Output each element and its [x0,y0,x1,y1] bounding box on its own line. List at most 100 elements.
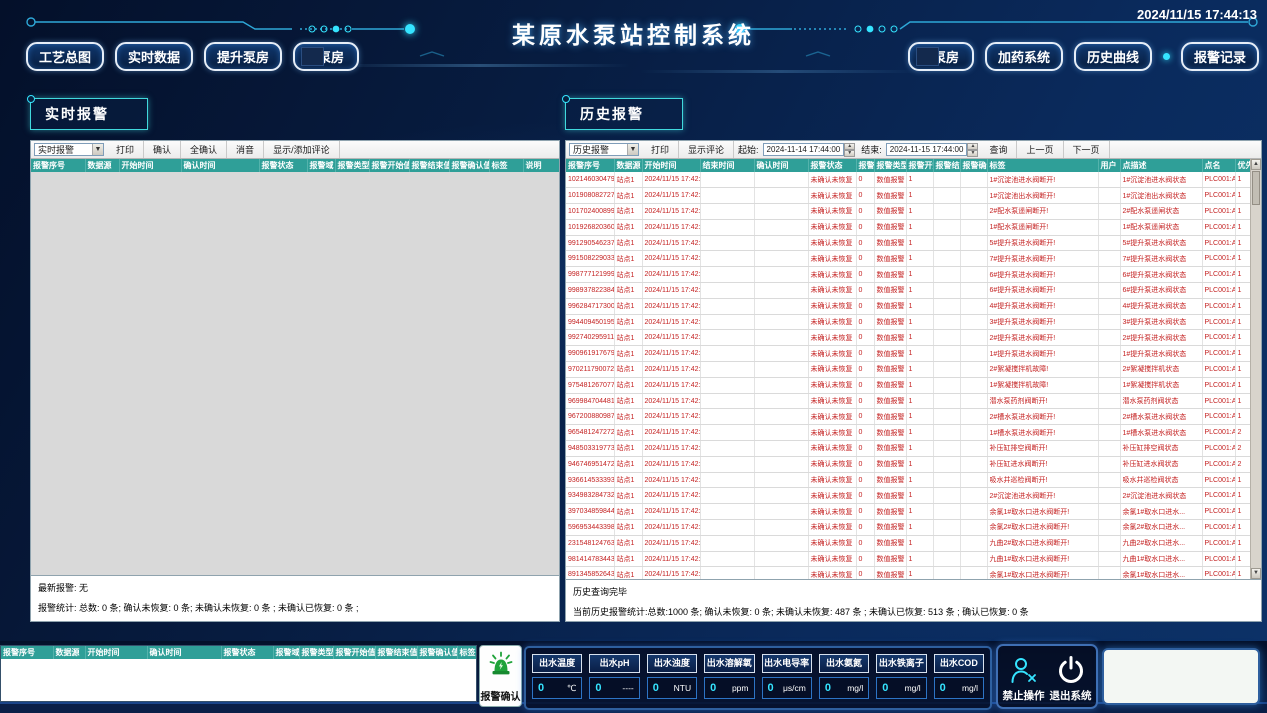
col-header[interactable]: 报警域 [307,159,336,172]
exit-system-button[interactable]: 退出系统 [1050,655,1092,703]
disable-operation-button[interactable]: 禁止操作 [1003,655,1045,703]
tab-history-alarm[interactable]: 历史报警 [562,95,683,130]
col-header[interactable]: 确认时间 [754,159,809,172]
col-header[interactable]: 报警状态 [808,159,857,172]
col-header[interactable]: 报警类型 [335,159,370,172]
nav-button-history-curve[interactable]: 历史曲线 [1073,42,1152,71]
alarm-mode-select[interactable]: 历史报警 ▼ [569,143,639,156]
ack-all-button[interactable]: 全确认 [181,141,228,158]
col-header[interactable]: 标签 [457,646,476,659]
col-header[interactable]: 报警状态 [259,159,308,172]
col-header[interactable]: 报警开始值 [369,159,410,172]
col-header[interactable]: 说明 [523,159,559,172]
col-header[interactable]: 标签 [987,159,1099,172]
print-button[interactable]: 打印 [107,141,145,158]
col-header[interactable]: 用户 [1098,159,1121,172]
col-header[interactable]: 报警类型 [874,159,907,172]
col-header[interactable]: 报警序号 [1,646,54,659]
mute-button[interactable]: 消音 [227,141,265,158]
scroll-up-icon[interactable]: ▲ [1251,159,1261,170]
ack-button[interactable]: 确认 [144,141,182,158]
scrollbar-track[interactable] [1251,206,1261,568]
alarm-mode-select[interactable]: 实时报警 ▼ [34,143,104,156]
col-header[interactable]: 结束时间 [700,159,755,172]
nav-button-alarm-record[interactable]: 报警记录 [1180,42,1259,71]
col-header[interactable]: 点描述 [1120,159,1203,172]
vertical-scrollbar[interactable]: ▲ ▼ [1250,159,1261,579]
col-header[interactable]: 开始时间 [85,646,148,659]
col-header[interactable]: 标签 [489,159,524,172]
scrollbar-thumb[interactable] [1252,171,1260,205]
col-header[interactable]: 报警序号 [31,159,86,172]
col-header[interactable]: 报警确认值 [960,159,988,172]
next-page-button[interactable]: 下一页 [1064,141,1110,158]
tab-realtime-alarm[interactable]: 实时报警 [27,95,148,130]
col-header[interactable]: 报警域 [273,646,300,659]
query-button[interactable]: 查询 [980,141,1018,158]
col-header[interactable]: 报警确认值 [417,646,458,659]
nav-button-pump-house-2[interactable]: 泵房 [907,42,974,71]
col-header[interactable]: 报警开始值 [906,159,934,172]
col-header[interactable]: 报警确认值 [449,159,490,172]
start-time-input[interactable]: 2024-11-14 17:44:00 [762,143,845,156]
nav-button-dosing-system[interactable]: 加药系统 [984,42,1063,71]
col-header[interactable]: 报警序号 [566,159,615,172]
print-button[interactable]: 打印 [642,141,680,158]
show-comments-button[interactable]: 显示/添加评论 [264,141,340,158]
nav-button-process-overview[interactable]: 工艺总图 [26,42,105,71]
nav-button-lift-pump-house[interactable]: 提升泵房 [204,42,283,71]
col-header[interactable]: 报警域 [856,159,875,172]
chevron-down-icon[interactable]: ▼ [92,144,103,155]
nav-button-pump-house[interactable]: 泵房 [293,42,360,71]
spin-down-icon[interactable]: ▼ [844,150,856,157]
scroll-down-icon[interactable]: ▼ [1251,568,1261,579]
col-header[interactable]: 开始时间 [642,159,701,172]
col-header[interactable]: 确认时间 [147,646,222,659]
col-header[interactable]: 确认时间 [181,159,260,172]
show-comments-button[interactable]: 显示评论 [679,141,735,158]
col-header[interactable]: 报警结束值 [409,159,450,172]
col-header[interactable]: 报警开始值 [333,646,376,659]
col-header[interactable]: 优先级 [1235,159,1251,172]
col-header[interactable]: 报警类型 [299,646,334,659]
col-header[interactable]: 数据源 [53,646,86,659]
spin-up-icon[interactable]: ▲ [844,143,856,150]
spin-down-icon[interactable]: ▼ [967,150,979,157]
col-header[interactable]: 报警结束值 [375,646,418,659]
col-header[interactable]: 数据源 [614,159,643,172]
alarm-confirm-button[interactable]: 报警确认 [479,645,522,707]
col-header[interactable]: 开始时间 [119,159,182,172]
col-header[interactable]: 报警结束值 [933,159,961,172]
prev-page-button[interactable]: 上一页 [1017,141,1064,158]
col-header[interactable]: 报警状态 [221,646,274,659]
col-header[interactable]: 数据源 [85,159,120,172]
col-header[interactable]: 点名 [1202,159,1236,172]
end-time-input[interactable]: 2024-11-15 17:44:00 [885,143,968,156]
